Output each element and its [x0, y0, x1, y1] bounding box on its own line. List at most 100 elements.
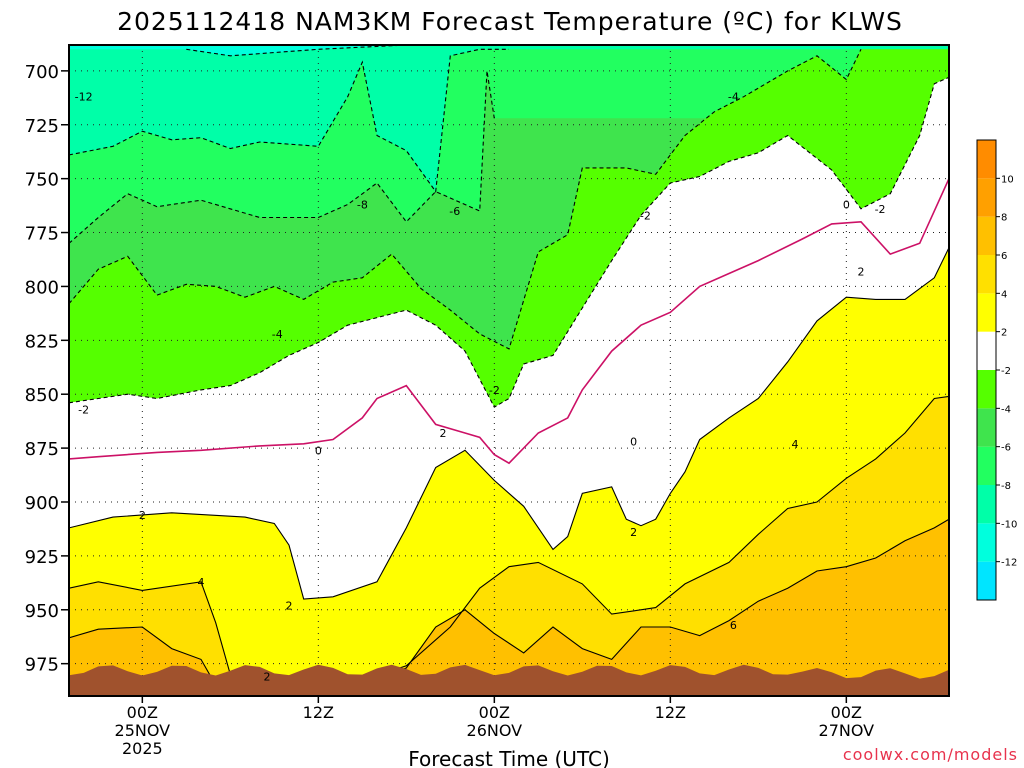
- y-tick-label: 950: [25, 601, 59, 622]
- chart-title: 2025112418 NAM3KM Forecast Temperature (…: [117, 7, 903, 36]
- contour-label: -2: [640, 209, 651, 222]
- colorbar-swatch: [977, 370, 996, 409]
- y-tick-label: 750: [25, 170, 59, 191]
- temperature-band: [69, 519, 949, 696]
- colorbar-tick-label: 6: [1001, 251, 1007, 262]
- colorbar-swatch: [977, 561, 996, 600]
- ground-surface: [69, 664, 949, 696]
- colorbar-swatch: [977, 485, 996, 524]
- y-tick-label: 775: [25, 224, 59, 245]
- x-tick-label: 27NOV: [819, 721, 875, 740]
- y-tick-label: 975: [25, 655, 59, 676]
- contour-label: 4: [792, 438, 799, 451]
- colorbar-tick-label: 2: [1001, 328, 1007, 339]
- x-tick-label: 25NOV: [115, 721, 171, 740]
- y-axis: 700 725 750 775 800 825 850 875 900 925 950 975: [25, 62, 69, 676]
- colorbar-swatch: [977, 140, 996, 179]
- contour-label: 2: [440, 427, 447, 440]
- isotherm-line: [69, 178, 949, 465]
- contour-label: -2: [78, 403, 89, 416]
- y-tick-label: 850: [25, 385, 59, 406]
- contour-label: -2: [489, 384, 500, 397]
- contour-label-text: 0: [843, 199, 850, 212]
- ground-fill: [69, 664, 949, 696]
- contour-label: -4: [728, 91, 739, 104]
- contour-label-text: -2: [640, 209, 651, 222]
- contour-label-text: 4: [792, 438, 799, 451]
- x-tick-label: 12Z: [655, 703, 686, 722]
- grid-lines: [69, 45, 949, 696]
- contour-label: 4: [198, 576, 205, 589]
- contour-label-text: 2: [858, 265, 865, 278]
- contour-label: -6: [449, 205, 460, 218]
- contour-label-text: -8: [357, 199, 368, 212]
- colorbar-tick-label: -10: [1001, 519, 1017, 530]
- isotherm-contours: [69, 45, 949, 691]
- isotherm-line: [186, 45, 407, 57]
- colorbar-swatch: [977, 331, 996, 370]
- contour-label: 0: [630, 436, 637, 449]
- isotherm-line: [69, 247, 949, 600]
- y-tick-label: 700: [25, 62, 59, 83]
- contour-label: 6: [730, 619, 737, 632]
- contour-label: 2: [858, 265, 865, 278]
- credit-text[interactable]: coolwx.com/models: [843, 745, 1018, 764]
- contour-label: 0: [315, 444, 322, 457]
- colorbar-tick-label: 8: [1001, 213, 1007, 224]
- plot-area: -12 -8 -6 -4 -4 -2 -2 -2 -2 0 0 0 2 2 2 2 2 2 4 4 6: [69, 45, 949, 696]
- plot-frame: [68, 44, 950, 697]
- contour-label: 2: [264, 671, 271, 684]
- contour-label: -2: [875, 203, 886, 216]
- y-tick-label: 875: [25, 439, 59, 460]
- x-tick-label: 26NOV: [467, 721, 523, 740]
- contour-label-text: 6: [730, 619, 737, 632]
- contour-label-text: 2: [440, 427, 447, 440]
- contour-label-text: -6: [449, 205, 460, 218]
- temperature-fills: [69, 45, 949, 696]
- colorbar-swatch: [977, 523, 996, 562]
- colorbar-tick-label: -2: [1001, 366, 1011, 377]
- contour-label-text: 2: [286, 599, 293, 612]
- y-tick-label: 900: [25, 493, 59, 514]
- contour-label-text: -2: [875, 203, 886, 216]
- contour-label-text: -4: [272, 328, 283, 341]
- contour-label: -8: [357, 199, 368, 212]
- contour-label-text: 2: [630, 526, 637, 539]
- x-axis-label: Forecast Time (UTC): [408, 747, 610, 768]
- contour-label-text: 0: [315, 444, 322, 457]
- y-tick-label: 725: [25, 116, 59, 137]
- colorbar-tick-label: 4: [1001, 289, 1007, 300]
- contour-label-text: 0: [630, 436, 637, 449]
- contour-label-text: -4: [728, 91, 739, 104]
- isotherm-line: [69, 518, 949, 691]
- isotherm-line: [69, 70, 495, 244]
- contour-label-text: 4: [198, 576, 205, 589]
- contour-labels: -12 -8 -6 -4 -4 -2 -2 -2 -2 0 0 0 2 2 2 2 2 2 4 4 6: [75, 91, 886, 684]
- contour-label-text: 2: [139, 509, 146, 522]
- contour-label-text: -12: [75, 91, 93, 104]
- y-tick-label: 800: [25, 277, 59, 298]
- contour-label-text: -2: [489, 384, 500, 397]
- colorbar-swatch: [977, 255, 996, 294]
- colorbar-tick-label: -8: [1001, 481, 1011, 492]
- isotherm-line: [69, 49, 862, 350]
- contour-label-text: 2: [264, 671, 271, 684]
- contour-label: 2: [630, 526, 637, 539]
- isotherm-line: [69, 48, 509, 194]
- isotherm-line: [69, 76, 949, 408]
- x-tick-label: 12Z: [303, 703, 334, 722]
- colorbar-tick-label: -6: [1001, 443, 1011, 454]
- colorbar-swatch: [977, 216, 996, 255]
- colorbar-tick-label: 10: [1001, 174, 1014, 185]
- colorbar-swatch: [977, 293, 996, 332]
- colorbar-tick-label: -4: [1001, 404, 1011, 415]
- colorbar-swatch: [977, 178, 996, 217]
- colorbar-swatch: [977, 446, 996, 485]
- y-tick-label: 925: [25, 547, 59, 568]
- contour-label: -4: [272, 328, 283, 341]
- colorbar-tick-label: -12: [1001, 558, 1017, 569]
- y-tick-label: 825: [25, 331, 59, 352]
- contour-label-text: -2: [78, 403, 89, 416]
